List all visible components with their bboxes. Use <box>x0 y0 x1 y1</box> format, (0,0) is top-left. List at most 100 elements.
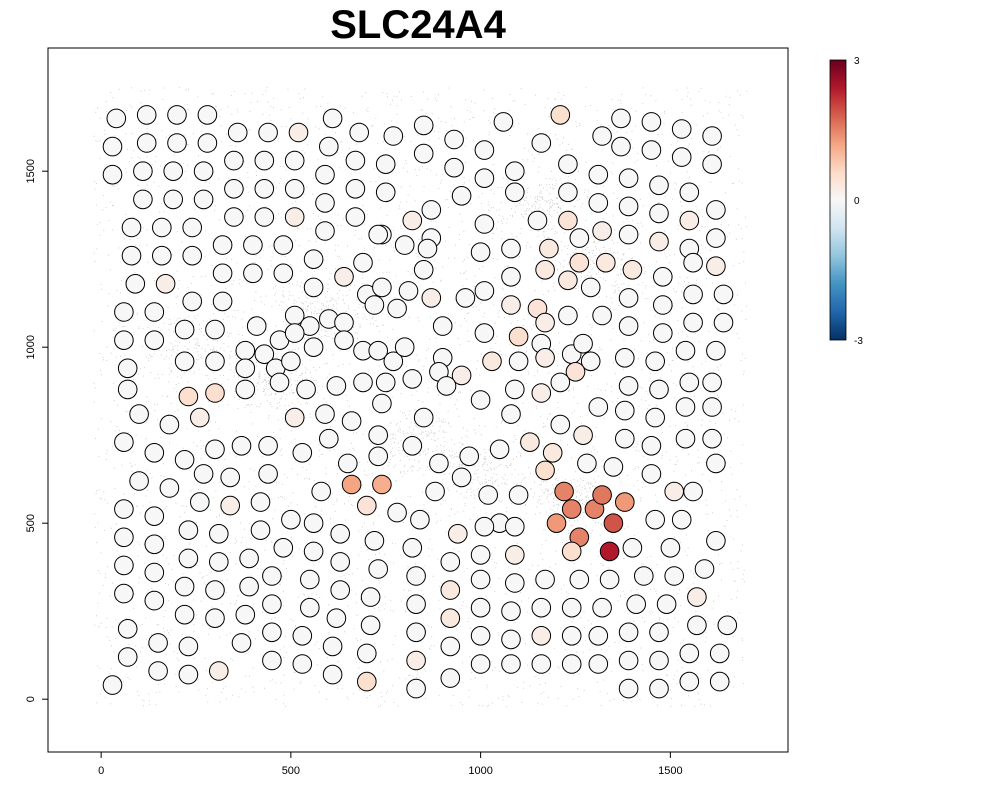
data-point <box>322 108 343 129</box>
data-point <box>117 619 138 639</box>
data-point <box>596 252 616 273</box>
data-point <box>440 668 461 688</box>
data-point <box>611 136 631 157</box>
data-point <box>303 277 324 298</box>
data-point <box>706 200 726 220</box>
data-point <box>322 664 343 685</box>
data-point <box>406 622 426 643</box>
data-point <box>182 217 202 238</box>
data-point <box>505 516 525 537</box>
data-point <box>303 337 324 358</box>
data-point <box>531 654 552 674</box>
data-point <box>565 362 586 382</box>
data-point <box>334 330 354 351</box>
data-point <box>474 516 495 537</box>
data-point <box>573 333 593 354</box>
data-point <box>406 594 426 615</box>
colorbar: 3 0 -3 <box>829 56 863 347</box>
data-point <box>178 664 199 685</box>
data-point <box>470 545 491 565</box>
data-point <box>159 478 180 498</box>
data-point <box>679 372 700 393</box>
data-point <box>246 316 267 336</box>
data-point <box>269 372 290 393</box>
data-point <box>243 263 263 284</box>
data-point <box>592 221 612 241</box>
data-point <box>273 538 294 558</box>
data-point <box>603 513 624 534</box>
data-point <box>440 580 461 600</box>
data-point <box>706 453 726 474</box>
data-point <box>174 450 195 470</box>
data-point <box>235 340 256 361</box>
data-point <box>163 161 183 181</box>
data-point <box>671 509 692 530</box>
data-point <box>573 425 593 446</box>
data-point <box>531 597 552 618</box>
data-point <box>338 453 358 474</box>
data-point <box>577 453 597 474</box>
data-point <box>713 284 734 305</box>
data-point <box>706 228 726 248</box>
data-point <box>360 615 381 636</box>
data-point <box>599 569 620 590</box>
data-point <box>505 545 525 565</box>
data-point <box>425 481 445 502</box>
data-point <box>402 436 423 456</box>
data-point <box>174 576 195 597</box>
data-point <box>315 221 335 241</box>
data-point <box>102 675 123 695</box>
data-point <box>296 379 316 400</box>
data-point <box>144 590 165 611</box>
data-point <box>205 608 225 629</box>
data-point <box>368 224 389 245</box>
data-point <box>580 277 601 298</box>
data-point <box>588 626 609 646</box>
data-point <box>159 414 180 435</box>
data-point <box>205 351 225 372</box>
data-point <box>364 295 385 315</box>
colorbar-gradient <box>829 59 847 341</box>
data-point <box>368 340 389 361</box>
data-point <box>592 597 612 618</box>
x-tick-label: 1500 <box>658 765 682 777</box>
data-point <box>421 200 442 220</box>
data-point <box>702 397 722 417</box>
data-point <box>634 566 654 586</box>
data-point <box>258 436 278 456</box>
data-point <box>357 643 377 664</box>
data-point <box>649 175 669 196</box>
data-point <box>561 541 582 562</box>
data-point <box>394 235 415 255</box>
data-point <box>550 105 571 125</box>
data-point <box>588 193 609 213</box>
data-point <box>284 207 305 227</box>
data-point <box>675 428 696 449</box>
data-point <box>470 626 491 646</box>
data-point <box>368 559 389 579</box>
data-point <box>702 126 722 146</box>
data-point <box>482 351 502 372</box>
data-point <box>706 531 726 551</box>
data-point <box>520 432 540 453</box>
data-point <box>148 661 168 681</box>
data-point <box>102 136 123 157</box>
data-point <box>451 365 472 386</box>
data-point <box>683 284 703 305</box>
data-point <box>167 105 187 125</box>
data-point <box>212 235 233 255</box>
data-point <box>152 217 172 238</box>
y-tick-label: 0 <box>25 696 37 702</box>
data-point <box>440 636 461 657</box>
data-point <box>114 555 134 576</box>
data-point <box>212 291 233 312</box>
data-point <box>322 636 343 657</box>
data-point <box>709 671 730 692</box>
data-point <box>535 260 555 280</box>
data-point <box>474 168 495 188</box>
data-point <box>709 643 730 664</box>
data-point <box>311 481 332 502</box>
data-point <box>372 393 392 414</box>
data-point <box>281 351 301 372</box>
data-point <box>649 231 669 252</box>
